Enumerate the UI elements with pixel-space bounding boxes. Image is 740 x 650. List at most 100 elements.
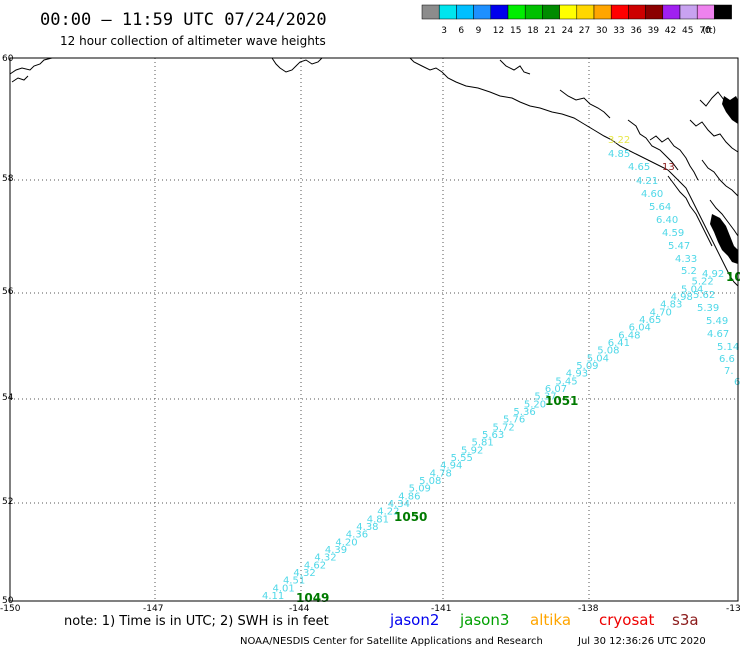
swh-value-label: 5.47: [668, 241, 690, 252]
color-scale-swatch: [542, 4, 560, 20]
color-scale-label: 70: [699, 26, 711, 36]
color-scale-label: 15: [510, 26, 521, 36]
swh-value-label: 4.33: [675, 254, 697, 265]
swh-value-label: 6.04: [629, 323, 651, 334]
satellite-altika: altika: [530, 611, 571, 629]
color-scale-unit: (ft): [702, 26, 716, 36]
color-scale-swatch: [576, 4, 595, 20]
swh-value-label: 5.76: [503, 415, 525, 426]
swh-value-label: 4.62: [304, 560, 326, 571]
color-scale-label: 21: [544, 26, 555, 36]
color-scale-swatch: [593, 4, 612, 20]
color-scale-swatch: [473, 4, 492, 20]
swh-value-label: 5.64: [649, 202, 671, 213]
color-scale-swatch: [696, 4, 715, 20]
swh-value-label: 5.36: [513, 407, 535, 418]
satellite-legend: jason2 jason3 altika cryosat s3a: [389, 611, 699, 629]
satellite-jason3: jason3: [459, 611, 509, 629]
swh-value-label: 5.08: [597, 346, 619, 357]
lon-label-13: -13: [726, 604, 740, 614]
satellite-cryosat: cryosat: [599, 611, 654, 629]
coastline-icy-bay: [499, 59, 531, 75]
color-scale-swatch: [645, 4, 664, 20]
swh-value-label: 7.: [724, 366, 734, 377]
color-scale-label: 42: [665, 26, 676, 36]
color-scale-label: 39: [648, 26, 660, 36]
swh-track-values: 4.114.014.514.324.624.324.394.204.364.38…: [262, 135, 740, 602]
color-scale-label: 36: [630, 26, 642, 36]
coastline-islands-b: [701, 159, 739, 197]
swh-value-label: 5.22: [692, 277, 714, 288]
swh-value-label: 4.81: [367, 514, 389, 525]
land-fill-se: [710, 214, 738, 264]
swh-value-label: 4.51: [283, 576, 305, 587]
footer-credit: NOAA/NESDIS Center for Satellite Applica…: [240, 636, 543, 647]
coastline-baranof: [667, 175, 713, 247]
lat-label-50: 50: [2, 596, 14, 606]
swh-value-label: 5.2: [681, 266, 697, 277]
color-scale-label: 27: [579, 26, 590, 36]
color-scale-label: 12: [493, 26, 504, 36]
color-scale-swatch: [421, 4, 440, 20]
swh-value-label: 4.70: [650, 307, 672, 318]
lon-label-138: -138: [578, 604, 599, 614]
pass-label-1051: 1051: [545, 394, 578, 408]
swh-value-label: 6.6: [719, 354, 735, 365]
swh-value-label: 5.45: [555, 376, 577, 387]
swh-value-label: 4.39: [325, 545, 347, 556]
satellite-jason2: jason2: [389, 611, 439, 629]
satellite-s3a: s3a: [672, 611, 699, 629]
swh-value-label: 4.78: [430, 468, 452, 479]
swh-value-label: 6.07: [545, 384, 567, 395]
coastline-kodiak: [11, 75, 29, 83]
color-scale-swatch: [456, 4, 474, 20]
swh-value-label: 4.86: [398, 491, 420, 502]
map-panel: 4.114.014.514.324.624.324.394.204.364.38…: [9, 57, 740, 605]
swh-value-label: 4.83: [660, 300, 682, 311]
map-frame: [9, 57, 739, 602]
swh-value-label: 5.08: [419, 476, 441, 487]
page-title: 00:00 – 11:59 UTC 07/24/2020: [40, 10, 327, 30]
coastline-west: [9, 57, 53, 75]
swh-value-label: 5.63: [482, 430, 504, 441]
lon-label-144: -144: [289, 604, 310, 614]
swh-value-label: 5.62: [693, 290, 715, 301]
swh-value-label: 6: [734, 377, 740, 388]
swh-value-label: 6.48: [618, 330, 640, 341]
coastline-gulf-north: [409, 57, 739, 287]
swh-value-label: 5.14: [717, 342, 739, 353]
color-scale-swatch: [438, 4, 457, 20]
swh-value-label: 4.01: [272, 583, 294, 594]
swh-value-label: 5.09: [576, 361, 598, 372]
lat-label-58: 58: [2, 174, 14, 184]
lat-label-60: 60: [2, 54, 14, 64]
swh-value-label: 4.94: [440, 461, 462, 472]
swh-value-label: 4.85: [608, 149, 630, 160]
swh-value-label: 5.49: [706, 316, 728, 327]
swh-value-label: 5.92: [461, 445, 483, 456]
swh-value-label: 5.55: [451, 453, 473, 464]
swh-value-label: 6.41: [608, 338, 630, 349]
color-scale-swatch: [679, 4, 698, 20]
lon-label-141: -141: [431, 604, 451, 614]
swh-value-label: 4.38: [356, 522, 378, 533]
swh-value-label: 4.36: [346, 530, 368, 541]
legend-note: note: 1) Time is in UTC; 2) SWH is in fe…: [64, 614, 329, 629]
swh-value-label: 13: [662, 162, 675, 173]
pass-label-1050: 1050: [394, 510, 427, 524]
color-scale-label: 18: [527, 26, 539, 36]
wave-height-color-scale: 3 6 9 12 15 18 21 24 27 30 33 36 39 42 45 70(ft): [421, 4, 732, 36]
color-scale-label: 3: [441, 26, 447, 36]
lat-label-54: 54: [2, 393, 14, 403]
swh-value-label: 3.22: [608, 135, 630, 146]
color-scale-label: 6: [458, 26, 464, 36]
swh-value-label: 4.32: [293, 568, 315, 579]
coastline-glacier-bay: [627, 119, 679, 171]
color-scale-label: 9: [476, 26, 482, 36]
lat-label-52: 52: [2, 497, 13, 507]
coastline: [9, 57, 739, 287]
swh-value-label: 4.32: [314, 553, 336, 564]
swh-value-label: 4.11: [262, 591, 284, 602]
color-scale-swatch: [610, 4, 629, 20]
coastline-kenai: [271, 57, 323, 73]
